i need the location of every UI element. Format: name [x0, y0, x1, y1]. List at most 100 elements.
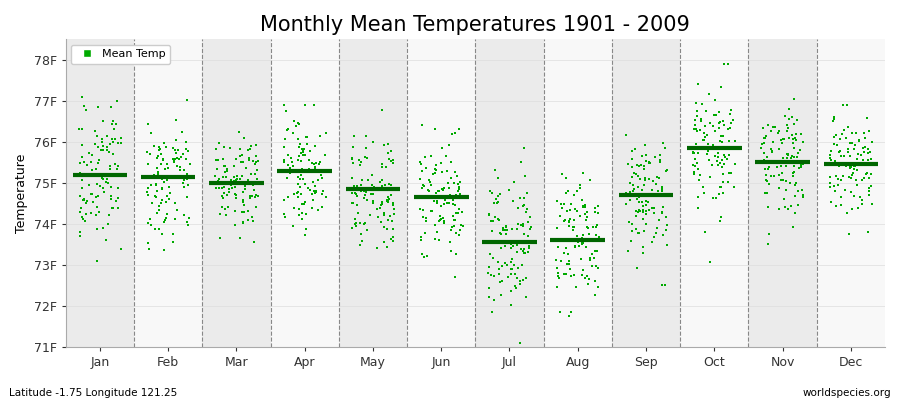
- Point: [696, 101, 710, 108]
- Point: [248, 141, 263, 148]
- Point: [436, 185, 450, 192]
- Point: [580, 214, 594, 220]
- Point: [143, 222, 157, 228]
- Point: [570, 188, 584, 194]
- Point: [643, 159, 657, 166]
- Point: [628, 226, 643, 232]
- Point: [639, 220, 653, 227]
- Point: [355, 159, 369, 165]
- Point: [766, 124, 780, 130]
- Point: [376, 210, 391, 216]
- Point: [179, 145, 194, 152]
- Point: [381, 217, 395, 224]
- Point: [237, 209, 251, 216]
- Point: [498, 227, 512, 234]
- Point: [166, 144, 180, 151]
- Point: [420, 252, 435, 259]
- Point: [837, 153, 851, 159]
- Point: [140, 148, 155, 155]
- Point: [223, 177, 238, 184]
- Point: [788, 130, 803, 137]
- Point: [590, 221, 605, 228]
- Point: [140, 185, 155, 191]
- Point: [101, 179, 115, 186]
- Point: [558, 217, 572, 223]
- Text: Latitude -1.75 Longitude 121.25: Latitude -1.75 Longitude 121.25: [9, 388, 177, 398]
- Point: [560, 208, 574, 214]
- Point: [294, 166, 309, 172]
- Point: [687, 150, 701, 156]
- Point: [645, 204, 660, 211]
- Point: [313, 172, 328, 178]
- Point: [356, 187, 371, 194]
- Point: [438, 196, 453, 203]
- Point: [518, 250, 533, 257]
- Point: [374, 202, 388, 208]
- Point: [648, 181, 662, 187]
- Point: [432, 188, 446, 194]
- Point: [386, 238, 400, 244]
- Point: [141, 239, 156, 246]
- Point: [147, 143, 161, 149]
- Point: [348, 220, 363, 226]
- Point: [586, 224, 600, 230]
- Point: [626, 228, 640, 234]
- Point: [827, 134, 842, 140]
- Point: [291, 181, 305, 187]
- Point: [444, 174, 458, 181]
- Point: [852, 137, 867, 144]
- Point: [230, 176, 245, 182]
- Point: [824, 156, 838, 163]
- Point: [824, 148, 838, 154]
- Point: [250, 176, 265, 183]
- Point: [625, 148, 639, 154]
- Point: [721, 178, 735, 185]
- Point: [452, 232, 466, 238]
- Point: [762, 231, 777, 238]
- Point: [551, 273, 565, 279]
- Point: [157, 179, 171, 186]
- Point: [687, 145, 701, 152]
- Point: [707, 153, 722, 159]
- Point: [712, 120, 726, 126]
- Point: [110, 166, 124, 172]
- Point: [688, 141, 703, 148]
- Point: [823, 154, 837, 161]
- Point: [850, 130, 864, 137]
- Point: [759, 177, 773, 184]
- Point: [161, 184, 176, 190]
- Point: [498, 243, 512, 250]
- Point: [145, 200, 159, 206]
- Point: [215, 174, 230, 180]
- Point: [365, 191, 380, 198]
- Point: [697, 184, 711, 190]
- Point: [104, 196, 118, 203]
- Point: [384, 236, 399, 242]
- Point: [141, 120, 156, 127]
- Point: [289, 122, 303, 129]
- Point: [75, 214, 89, 220]
- Point: [148, 182, 163, 188]
- Point: [562, 219, 576, 226]
- Bar: [66, 39, 134, 347]
- Point: [248, 194, 263, 200]
- Point: [691, 205, 706, 211]
- Point: [860, 150, 875, 156]
- Point: [277, 197, 292, 203]
- Point: [442, 185, 456, 191]
- Point: [626, 187, 641, 194]
- Point: [636, 244, 651, 250]
- Point: [433, 217, 447, 224]
- Point: [778, 204, 792, 210]
- Point: [377, 224, 392, 230]
- Point: [634, 162, 648, 168]
- Point: [276, 144, 291, 151]
- Point: [385, 218, 400, 224]
- Point: [786, 136, 800, 142]
- Point: [307, 102, 321, 108]
- Point: [236, 196, 250, 203]
- Point: [353, 220, 367, 226]
- Point: [91, 160, 105, 166]
- Point: [580, 223, 594, 230]
- Point: [296, 176, 310, 182]
